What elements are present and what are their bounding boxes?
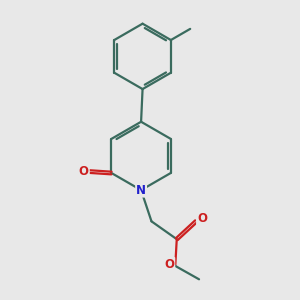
Text: O: O: [164, 258, 174, 271]
Text: O: O: [79, 165, 89, 178]
Text: N: N: [136, 184, 146, 196]
Text: O: O: [197, 212, 207, 226]
